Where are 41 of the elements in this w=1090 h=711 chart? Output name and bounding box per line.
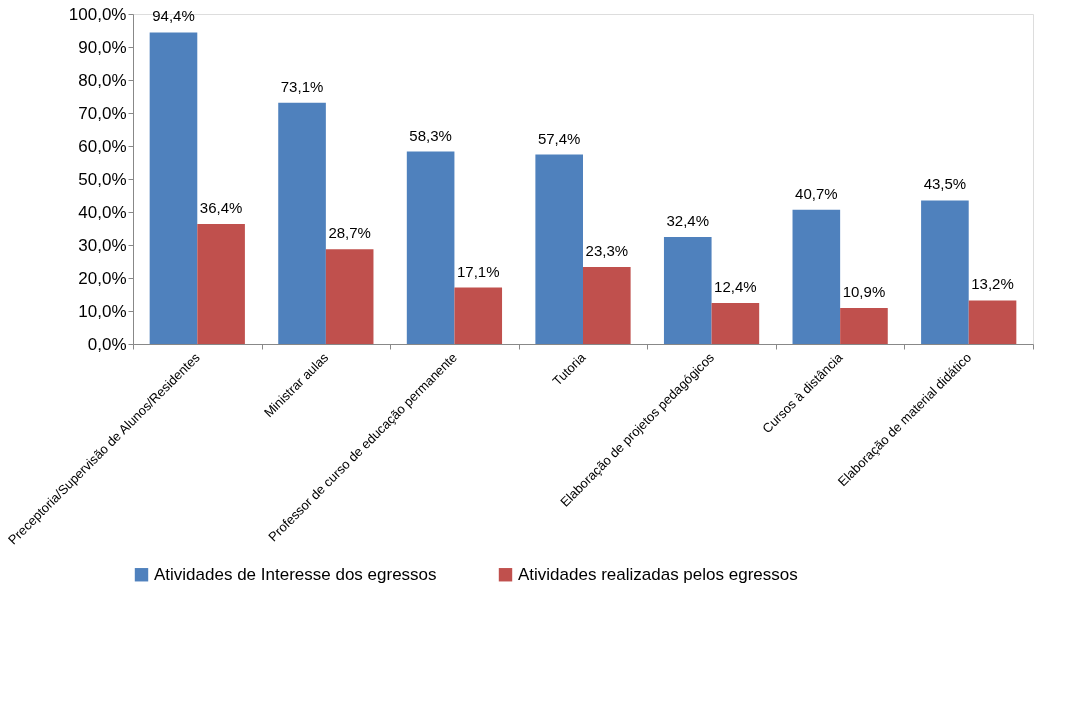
y-tick-label: 20,0% [78,268,127,288]
data-label: 10,9% [842,283,886,301]
bar [711,303,760,344]
legend-label: Atividades realizadas pelos egressos [518,564,798,584]
y-tick-label: 40,0% [78,202,127,222]
data-label: 73,1% [280,77,324,95]
bar [325,249,374,344]
bar [278,102,326,344]
bar [583,267,631,344]
bar [840,308,888,344]
y-tick-label: 30,0% [78,235,127,255]
bar [454,287,503,344]
bar [921,200,969,344]
y-tick-label: 80,0% [78,70,127,90]
bar [968,300,1017,344]
data-label: 57,4% [537,129,581,147]
data-label: 43,5% [923,175,967,193]
data-label: 13,2% [971,275,1014,293]
data-label: 58,3% [409,126,452,144]
y-tick-label: 0,0% [87,334,127,354]
y-tick-label: 90,0% [78,37,127,57]
y-tick-label: 50,0% [78,169,127,189]
y-tick-label: 60,0% [78,136,127,156]
y-tick-label: 100,0% [68,4,127,24]
bar [792,209,841,344]
data-label: 36,4% [199,198,243,216]
bar [149,32,198,344]
data-label: 17,1% [456,262,500,280]
y-tick-label: 10,0% [78,301,127,321]
data-label: 12,4% [714,278,757,296]
bar [663,237,712,344]
legend-label: Atividades de Interesse dos egressos [154,564,437,584]
data-label: 40,7% [795,184,838,202]
data-label: 28,7% [328,224,371,242]
data-label: 94,4% [152,7,195,25]
y-tick-label: 70,0% [78,103,127,123]
bar [406,151,455,344]
bar [535,154,583,344]
data-label: 32,4% [666,212,710,230]
data-label: 23,3% [585,242,629,260]
bar [197,223,245,344]
